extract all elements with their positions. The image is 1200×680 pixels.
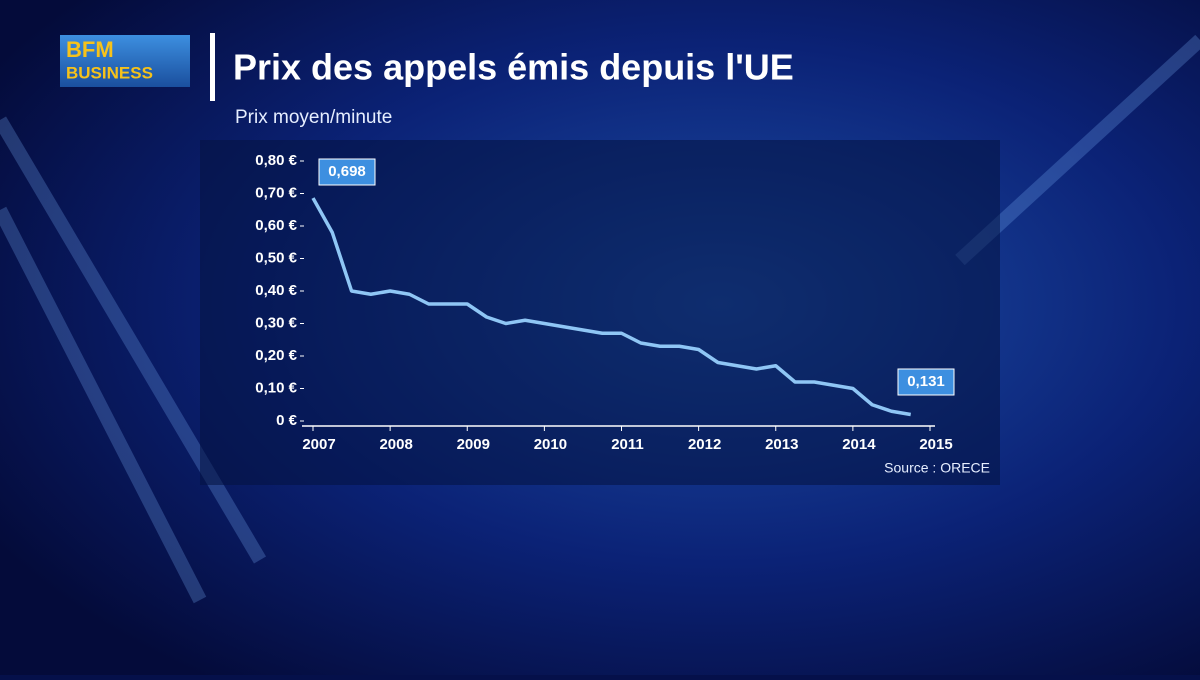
- source: Source : ORECE: [884, 460, 990, 476]
- x-tick-label: 2008: [379, 436, 412, 453]
- logo-text: BUSINESS: [66, 63, 153, 82]
- x-tick-label: 2009: [457, 436, 490, 453]
- y-tick-label: 0,50 €: [255, 249, 297, 266]
- x-tick-label: 2015: [919, 436, 952, 453]
- y-tick-label: 0,30 €: [255, 314, 297, 331]
- chart-panel: [200, 140, 1000, 485]
- x-tick-label: 2007: [302, 436, 335, 453]
- annotation: 0,131: [907, 373, 945, 390]
- y-tick-label: 0 €: [276, 412, 298, 429]
- y-tick-label: 0,70 €: [255, 184, 297, 201]
- annotation-box: [897, 368, 955, 396]
- y-tick-label: 0,10 €: [255, 379, 297, 396]
- divider: [210, 33, 215, 101]
- x-tick-label: 2011: [611, 436, 644, 453]
- annotation: 0,698: [328, 163, 366, 180]
- y-tick-label: 0,80 €: [255, 152, 297, 169]
- y-tick-label: 0,20 €: [255, 347, 297, 364]
- chart-subtitle: Prix moyen/minute: [235, 107, 392, 128]
- y-tick-label: 0,60 €: [255, 217, 297, 234]
- x-tick-label: 2012: [688, 436, 721, 453]
- data-line: [311, 197, 912, 417]
- x-tick-label: 2013: [765, 436, 798, 453]
- annotation-box: [318, 158, 376, 186]
- x-tick-label: 2010: [534, 436, 567, 453]
- logo-text: BFM: [66, 37, 114, 62]
- x-tick-label: 2014: [842, 436, 876, 453]
- logo-box: [60, 35, 190, 87]
- y-tick-label: 0,40 €: [255, 282, 297, 299]
- chart-title: Prix des appels émis depuis l'UE: [233, 47, 794, 88]
